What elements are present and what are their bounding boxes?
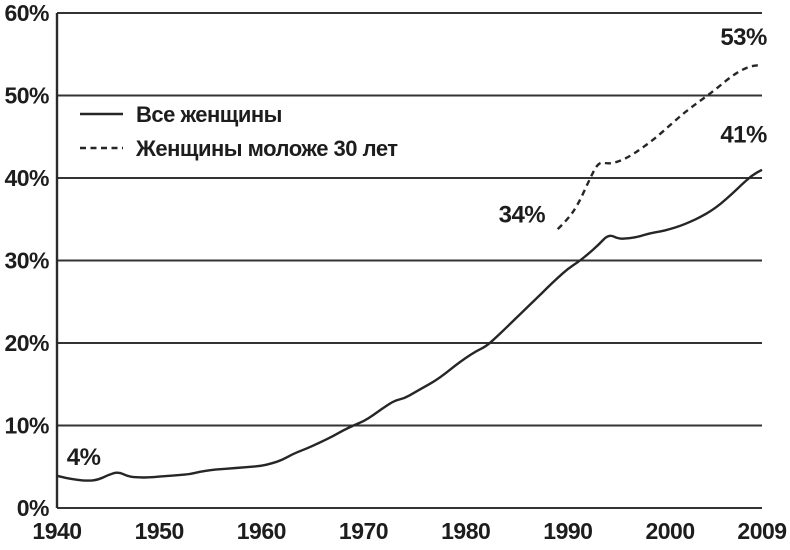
legend-label-1: Женщины моложе 30 лет — [135, 136, 398, 161]
series-line-1 — [556, 63, 763, 230]
y-tick-label: 50% — [4, 83, 49, 109]
legend-label-0: Все женщины — [136, 102, 282, 127]
annotation-label-41pct: 41% — [720, 121, 767, 148]
x-tick-label: 1980 — [441, 518, 490, 544]
y-tick-label: 40% — [4, 165, 49, 191]
annotation-label-4pct: 4% — [67, 444, 101, 471]
y-tick-label: 10% — [4, 413, 49, 439]
x-tick-label: 1990 — [543, 518, 592, 544]
x-tick-label: 1940 — [32, 518, 81, 544]
y-tick-label: 0% — [17, 495, 49, 521]
x-tick-label: 1960 — [237, 518, 286, 544]
series-line-0 — [56, 168, 763, 482]
x-tick-label: 1970 — [339, 518, 388, 544]
x-tick-label: 1950 — [135, 518, 184, 544]
y-tick-label: 60% — [4, 0, 49, 26]
x-tick-label: 2000 — [645, 518, 694, 544]
annotation-label-34pct: 34% — [499, 201, 546, 228]
y-tick-label: 30% — [4, 248, 49, 274]
x-tick-label: 2009 — [737, 518, 786, 544]
annotation-label-53pct: 53% — [720, 24, 767, 51]
y-tick-label: 20% — [4, 330, 49, 356]
